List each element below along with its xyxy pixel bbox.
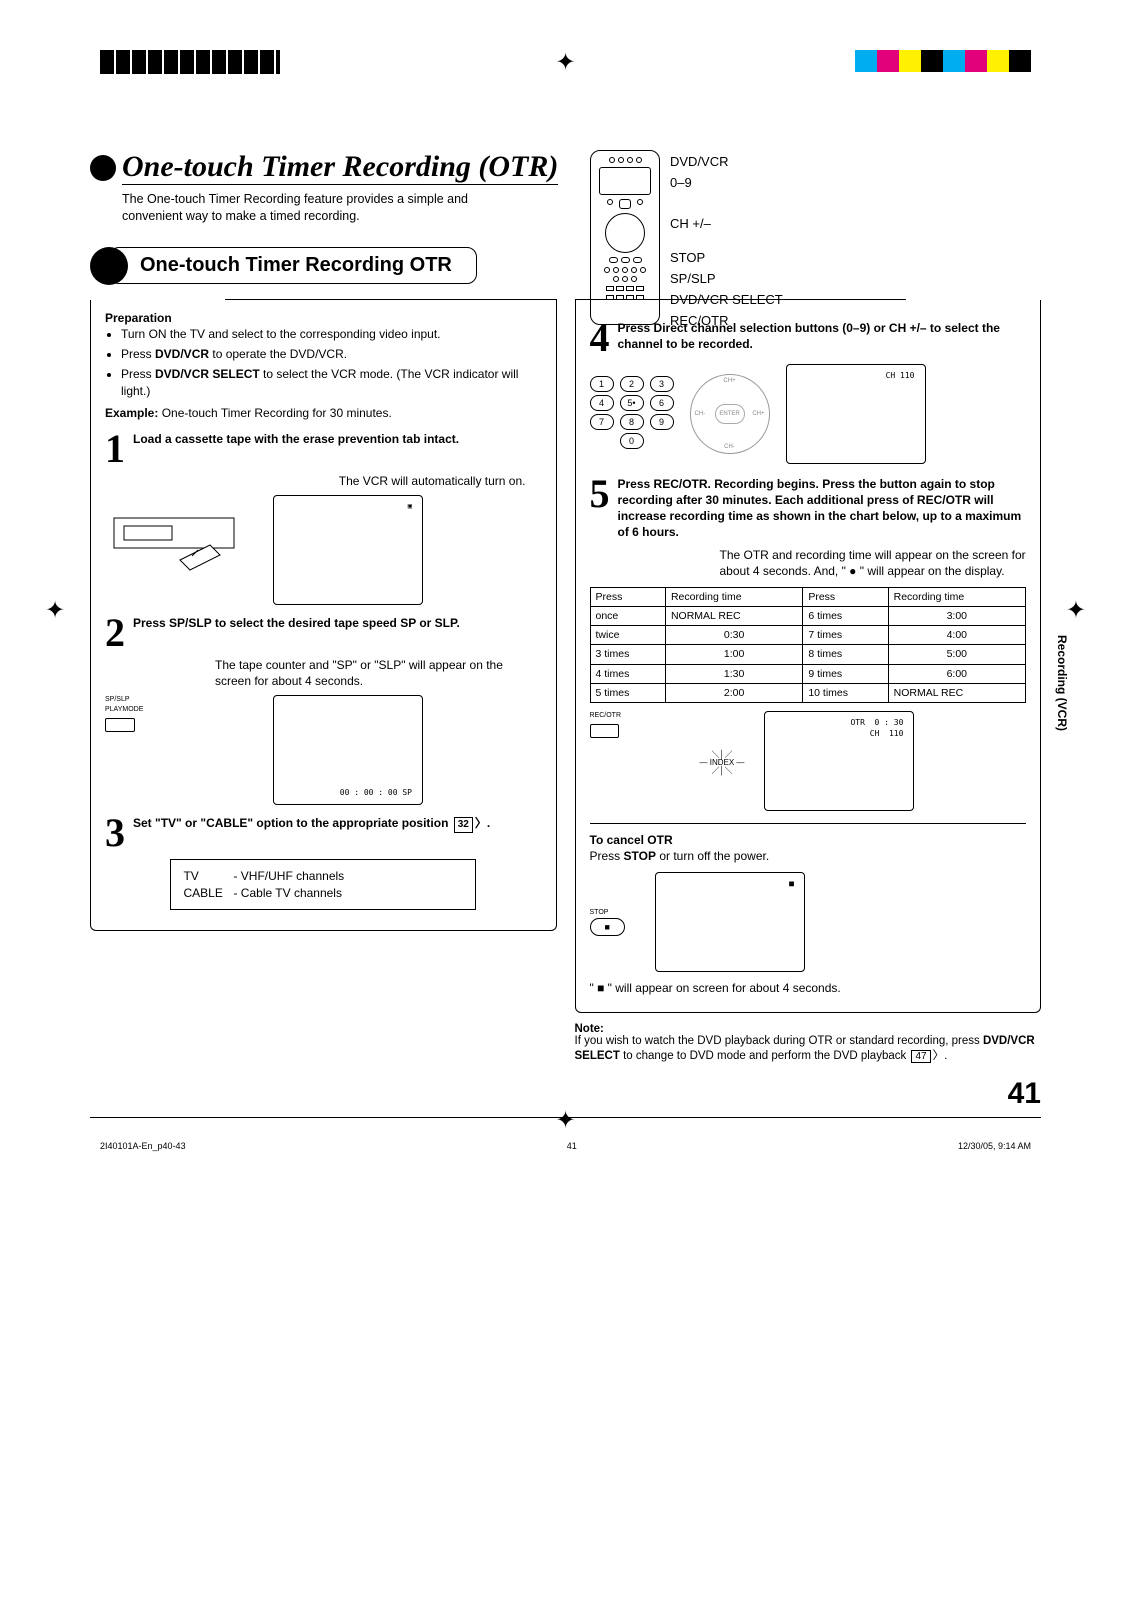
table-header: Recording time [665, 587, 802, 606]
note-heading: Note: [575, 1023, 1042, 1035]
step-number-5: 5 [590, 476, 610, 541]
crosshair-bottom-icon: ✦ [90, 1106, 1041, 1135]
page-title: One-touch Timer Recording (OTR) [122, 150, 558, 185]
recotr-label: REC/OTR [590, 711, 680, 720]
side-tab: Recording (VCR) [1055, 635, 1069, 731]
remote-label-recotr: REC/OTR [670, 311, 783, 332]
table-header: Press [590, 587, 665, 606]
screen-display-2: 00 : 00 : 00 SP [273, 695, 423, 805]
remote-label-stop: STOP [670, 248, 783, 269]
cancel-after-text: " ■ " will appear on screen for about 4 … [590, 980, 1027, 996]
note-block: Note: If you wish to watch the DVD playb… [575, 1023, 1042, 1063]
step-number-3: 3 [105, 815, 125, 851]
step-5-sub: The OTR and recording time will appear o… [590, 547, 1027, 579]
stop-label: STOP [590, 908, 625, 917]
step-2-sub: The tape counter and "SP" or "SLP" will … [105, 657, 542, 689]
page-intro: The One-touch Timer Recording feature pr… [122, 191, 522, 225]
footer-right: 12/30/05, 9:14 AM [958, 1141, 1031, 1151]
stop-button-icon: ■ [590, 918, 625, 936]
right-column: 4 Press Direct channel selection buttons… [575, 300, 1042, 1014]
tv-cable-box: TV- VHF/UHF channels CABLE- Cable TV cha… [170, 859, 476, 909]
spslp-label-bot: PLAYMODE [105, 705, 255, 714]
step-2-title: Press SP/SLP to select the desired tape … [133, 615, 460, 651]
step-number-2: 2 [105, 615, 125, 651]
remote-label-spslp: SP/SLP [670, 269, 783, 290]
footer: 2I40101A-En_p40-43 41 12/30/05, 9:14 AM [90, 1141, 1041, 1151]
prep-item: Press DVD/VCR to operate the DVD/VCR. [121, 346, 542, 362]
print-registration-marks: ✦ [0, 50, 1131, 80]
prep-item: Turn ON the TV and select to the corresp… [121, 326, 542, 342]
preparation-list: Turn ON the TV and select to the corresp… [105, 326, 542, 399]
table-header: Recording time [888, 587, 1025, 606]
numpad-diagram: 123 45•6 789 0 [590, 376, 674, 452]
remote-label-09: 0–9 [670, 173, 783, 194]
crosshair-right-icon: ✦ [1066, 596, 1086, 625]
button-icon [105, 718, 135, 731]
screen-display-5: OTR 0 : 30 CH 110 [764, 711, 914, 811]
remote-label-select: DVD/VCR SELECT [670, 290, 783, 311]
screen-display-4: CH 110 [786, 364, 926, 464]
cancel-heading: To cancel OTR [590, 832, 1027, 848]
preparation-heading: Preparation [105, 310, 542, 326]
nav-pad-diagram: ENTER CH+ CH- CH- CH+ [690, 374, 770, 454]
crosshair-icon: ✦ [555, 48, 575, 77]
crosshair-left-icon: ✦ [45, 596, 65, 625]
section-heading: One-touch Timer Recording OTR [90, 247, 1041, 285]
step-5-title: Press REC/OTR. Recording begins. Press t… [618, 476, 1027, 541]
cassette-illustration [105, 495, 255, 595]
footer-mid: 41 [567, 1141, 577, 1151]
remote-label-dvdvcr: DVD/VCR [670, 152, 783, 173]
step-1-sub: The VCR will automatically turn on. [105, 473, 542, 489]
page-ref-32: 32 [454, 817, 473, 833]
example-text: Example: One-touch Timer Recording for 3… [105, 405, 542, 421]
spslp-label-top: SP/SLP [105, 695, 255, 704]
black-registration-bars [100, 50, 280, 74]
step-3-title: Set "TV" or "CABLE" option to the approp… [133, 815, 490, 851]
section-bullet-icon [90, 247, 128, 285]
prep-item: Press DVD/VCR SELECT to select the VCR m… [121, 366, 542, 398]
screen-display-1: ▣ [273, 495, 423, 605]
remote-outline [590, 150, 660, 325]
remote-labels: DVD/VCR 0–9 CH +/– STOP SP/SLP DVD/VCR S… [670, 150, 783, 332]
screen-display-cancel: ■ [655, 872, 805, 972]
title-bullet-icon [90, 155, 116, 181]
index-mark: ＼│／ — INDEX — ／│＼ [700, 751, 745, 775]
footer-left: 2I40101A-En_p40-43 [100, 1141, 186, 1151]
section-title: One-touch Timer Recording OTR [109, 247, 477, 284]
left-column: Preparation Turn ON the TV and select to… [90, 300, 557, 931]
recording-time-table: Press Recording time Press Recording tim… [590, 587, 1027, 703]
remote-diagram: DVD/VCR 0–9 CH +/– STOP SP/SLP DVD/VCR S… [590, 150, 783, 332]
step-1-title: Load a cassette tape with the erase prev… [133, 431, 459, 467]
remote-label-ch: CH +/– [670, 214, 783, 235]
color-swatches [855, 50, 1031, 72]
step-number-1: 1 [105, 431, 125, 467]
page-ref-47: 47 [911, 1050, 930, 1063]
note-body: If you wish to watch the DVD playback du… [575, 1035, 1042, 1063]
cancel-text: Press STOP or turn off the power. [590, 848, 1027, 864]
table-header: Press [803, 587, 888, 606]
button-icon [590, 724, 620, 737]
